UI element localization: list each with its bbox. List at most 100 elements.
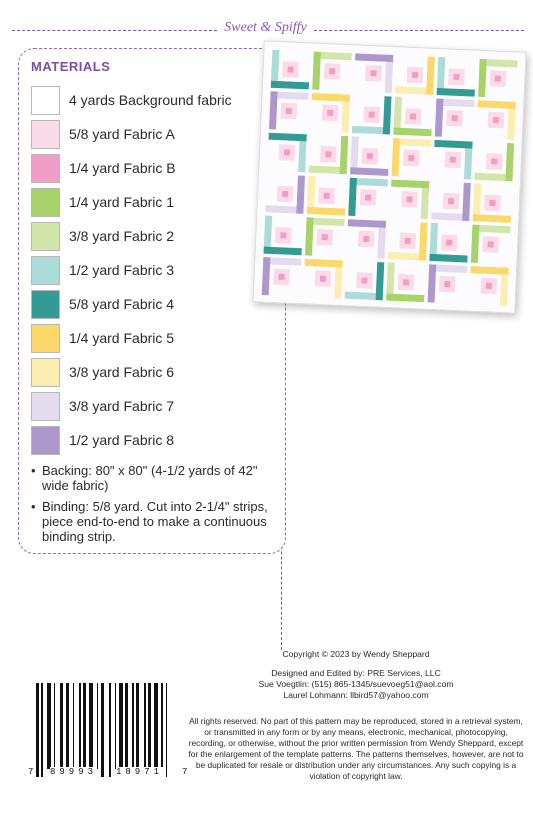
barcode-bar	[153, 683, 158, 769]
quilt-patch	[270, 91, 309, 100]
quilt-patch	[305, 217, 314, 256]
quilt-patch	[472, 183, 482, 222]
list-item-backing: • Backing: 80" x 80" (4-1/2 yards of 42"…	[29, 463, 281, 493]
quilt-patch	[334, 260, 343, 299]
material-item-fabric-5: 1/4 yard Fabric 5	[31, 323, 174, 353]
material-label: 3/8 yard Fabric 6	[69, 364, 175, 380]
quilt-patch	[431, 212, 470, 222]
quilt-petal-center	[485, 282, 492, 290]
quilt-patch	[427, 264, 437, 303]
quilt-petal-center	[361, 277, 368, 284]
barcode-bar	[160, 683, 164, 777]
fabric-swatch	[31, 425, 60, 455]
page-header: Sweet & Spiffy	[0, 0, 533, 46]
quilt-patch	[470, 224, 480, 263]
quilt-patch	[386, 262, 395, 301]
quilt-patch	[306, 175, 316, 215]
quilt-image	[252, 40, 527, 314]
material-label: 3/8 yard Fabric 7	[69, 398, 175, 414]
quilt-patch	[261, 257, 271, 296]
quilt-patch	[478, 58, 487, 98]
quilt-patch	[263, 215, 273, 254]
quilt-petal-center	[451, 115, 458, 122]
fabric-swatch	[31, 187, 60, 217]
barcode-bar	[88, 683, 93, 769]
quilt-patch	[393, 96, 403, 135]
barcode-bar	[125, 683, 129, 769]
quilt-patch	[507, 101, 516, 140]
material-label: 1/2 yard Fabric 8	[69, 432, 175, 448]
quilt-patch	[270, 80, 310, 90]
barcode-bar	[79, 683, 81, 769]
barcode-bar	[101, 683, 104, 777]
quilt-patch	[339, 135, 349, 175]
barcode-bars	[36, 683, 178, 777]
quilt-petal-center	[364, 194, 372, 201]
quilt-petal-center	[285, 107, 292, 115]
quilt-patch	[477, 100, 516, 109]
quilt-patch	[426, 56, 435, 95]
barcode-bar	[118, 683, 123, 769]
quilt-patch	[472, 214, 511, 223]
quilt-patch	[463, 141, 473, 180]
quilt-petal-center	[494, 75, 502, 82]
quilt-petal-center	[323, 192, 330, 199]
materials-title: MATERIALS	[31, 59, 111, 74]
quilt-patch	[420, 180, 430, 220]
material-label: 5/8 yard Fabric 4	[69, 296, 175, 312]
barcode-bar	[36, 683, 39, 777]
bullet-icon: •	[31, 499, 36, 514]
barcode: 7 89993 18971 7	[28, 683, 188, 783]
quilt-patch	[341, 94, 351, 133]
quilt-patch	[418, 222, 428, 261]
quilt-petal-center	[449, 156, 456, 163]
quilt-petal-center	[404, 237, 411, 244]
material-label: 1/4 yard Fabric B	[69, 160, 176, 176]
fabric-swatch	[31, 323, 60, 353]
quilt-patch	[313, 51, 352, 61]
quilt-petal-center	[492, 116, 500, 124]
material-item-background: 4 yards Background fabric	[31, 85, 232, 115]
header-divider-left	[12, 30, 217, 31]
barcode-digit-first: 7	[28, 767, 34, 777]
quilt-patch	[384, 54, 394, 94]
quilt-patch	[392, 138, 432, 147]
barcode-bar	[46, 683, 51, 769]
material-item-fabric-1: 1/4 yard Fabric 1	[31, 187, 174, 217]
barcode-digit-last: 7	[182, 767, 188, 777]
fabric-swatch	[31, 119, 60, 149]
quilt-patch	[263, 257, 302, 266]
barcode-bar	[109, 683, 111, 777]
barcode-bar	[166, 683, 168, 777]
material-item-fabric-6: 3/8 yard Fabric 6	[31, 357, 174, 387]
quilt-patch	[387, 252, 427, 261]
materials-panel: MATERIALS 4 yards Background fabric 5/8 …	[18, 48, 286, 554]
quilt-petal-center	[487, 241, 494, 248]
quilt-patch	[347, 219, 387, 228]
fabric-swatch	[31, 289, 60, 319]
brand-title: Sweet & Spiffy	[224, 20, 307, 35]
quilt-patch	[434, 139, 473, 149]
material-item-fabric-3: 1/2 yard Fabric 3	[31, 255, 174, 285]
backing-note: Backing: 80" x 80" (4-1/2 yards of 42" w…	[42, 463, 258, 493]
barcode-bar	[148, 683, 152, 769]
quilt-patch	[265, 205, 304, 214]
fabric-swatch	[31, 391, 60, 421]
quilt-petal-center	[402, 279, 410, 286]
quilt-petal-center	[283, 149, 291, 156]
quilt-patch	[429, 222, 439, 262]
quilt-patch	[500, 267, 509, 306]
material-label: 1/4 yard Fabric 1	[69, 194, 175, 210]
quilt-petal-center	[406, 196, 413, 203]
quilt-petal-center	[366, 152, 374, 160]
quilt-patch	[428, 264, 468, 273]
barcode-bar	[60, 683, 64, 769]
quilt-patch	[304, 258, 343, 268]
barcode-bar	[114, 683, 116, 769]
copyright-line: Copyright © 2023 by Wendy Sheppard	[282, 649, 430, 659]
quilt-petal-center	[491, 158, 498, 165]
quilt-patch	[393, 127, 432, 137]
material-item-fabric-a: 5/8 yard Fabric A	[31, 119, 175, 149]
quilt-petal-center	[370, 70, 377, 77]
barcode-bar	[65, 683, 69, 769]
